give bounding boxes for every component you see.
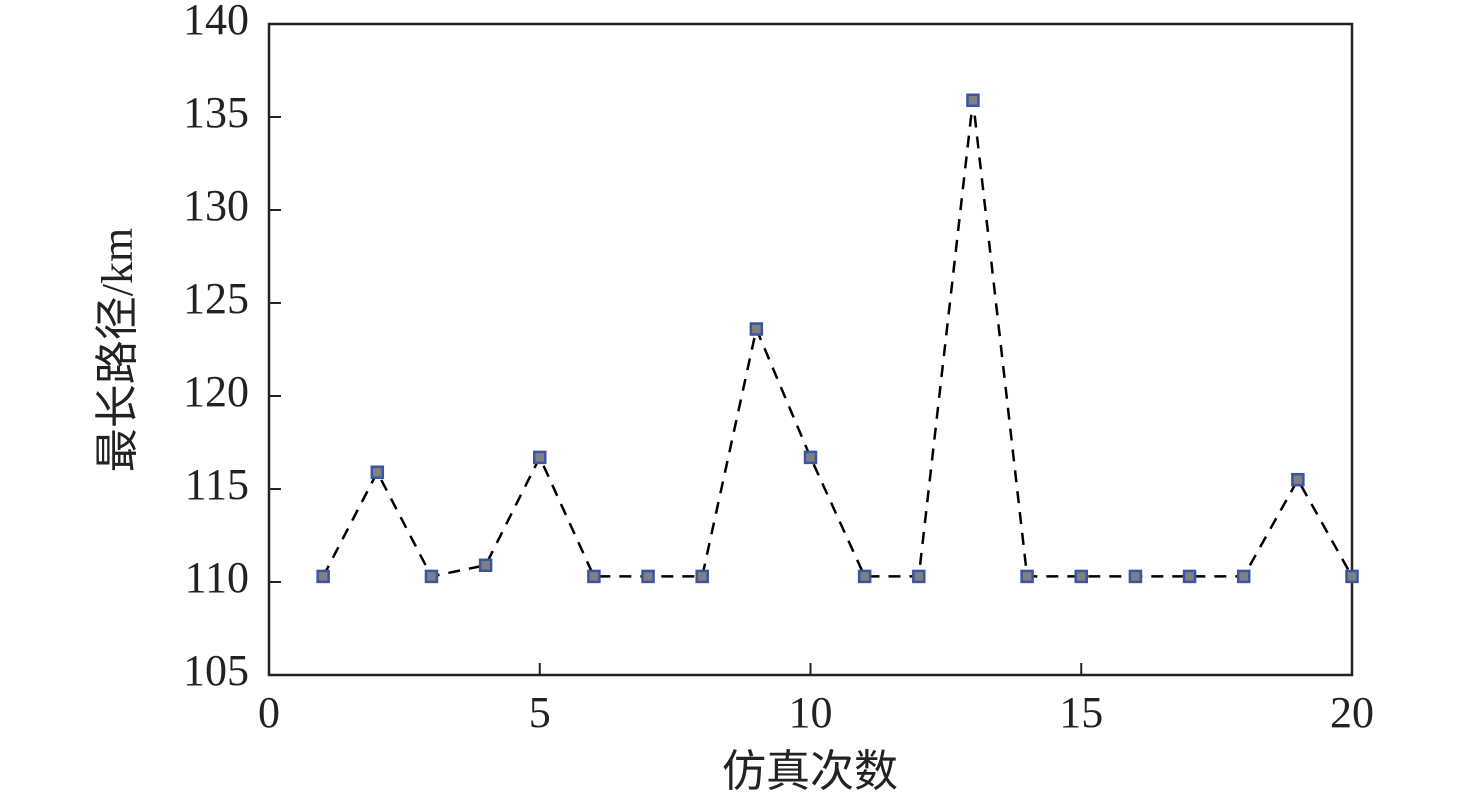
data-marker <box>641 569 655 584</box>
x-axis-label: 仿真次数 <box>722 747 898 796</box>
data-marker <box>966 93 980 108</box>
data-marker <box>1291 472 1305 487</box>
data-marker <box>533 450 547 465</box>
y-tick-label: 105 <box>183 646 249 695</box>
data-marker <box>1074 569 1088 584</box>
y-tick-label: 140 <box>183 0 249 44</box>
y-tick-label: 130 <box>183 181 249 230</box>
data-marker <box>478 558 493 573</box>
x-tick-label: 20 <box>1330 688 1374 737</box>
data-marker <box>1020 569 1034 584</box>
data-marker <box>912 569 926 584</box>
data-marker <box>803 450 818 465</box>
data-marker <box>1128 569 1143 584</box>
y-tick-label: 125 <box>183 274 249 323</box>
data-marker <box>424 569 439 584</box>
data-line <box>322 100 1354 578</box>
data-marker <box>857 569 872 584</box>
y-tick-label: 120 <box>183 367 249 416</box>
data-marker <box>1236 569 1251 584</box>
y-tick-label: 110 <box>185 553 249 602</box>
data-marker <box>695 569 709 584</box>
y-axis-label: 最长路径/km <box>93 228 142 472</box>
x-tick-label: 0 <box>258 688 280 737</box>
data-marker <box>1345 569 1359 584</box>
x-tick-label: 5 <box>529 688 551 737</box>
y-tick-label: 115 <box>185 460 249 509</box>
x-tick-label: 10 <box>789 688 833 737</box>
data-marker <box>1182 569 1197 584</box>
data-marker <box>370 465 385 480</box>
y-tick-label: 135 <box>183 88 249 137</box>
data-marker <box>316 569 330 584</box>
x-tick-label: 15 <box>1059 688 1103 737</box>
data-marker <box>587 569 601 584</box>
data-marker <box>749 322 764 336</box>
